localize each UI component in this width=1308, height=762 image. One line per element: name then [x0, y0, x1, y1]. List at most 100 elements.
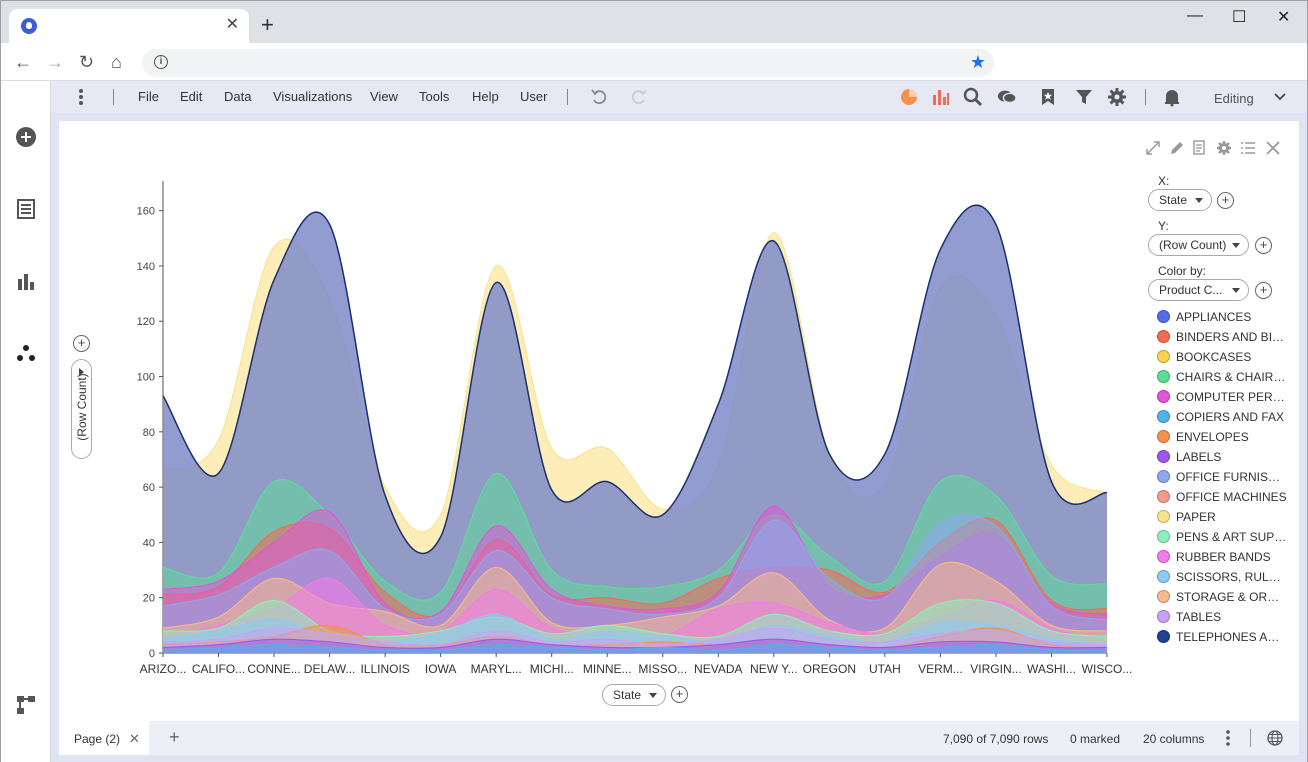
more-vertical-icon[interactable] — [78, 88, 84, 106]
expand-icon[interactable] — [1145, 140, 1161, 156]
menu-tools[interactable]: Tools — [419, 89, 450, 104]
y-tick-label: 20 — [143, 593, 155, 605]
x-tick-label: OREGON — [803, 662, 856, 676]
home-button[interactable]: ⌂ — [111, 52, 122, 72]
legend-swatch — [1157, 530, 1170, 543]
y-tick-label: 100 — [137, 372, 155, 384]
add-icon[interactable] — [15, 126, 37, 148]
browser-tab[interactable]: ✕ — [9, 9, 249, 43]
legend-label: COMPUTER PERIPHERALS — [1176, 390, 1288, 404]
address-bar[interactable]: i ★ — [142, 49, 994, 77]
filter-icon[interactable] — [1074, 87, 1094, 107]
notes-icon[interactable] — [1192, 140, 1208, 156]
bookmark-star-icon[interactable]: ★ — [969, 52, 986, 72]
legend-swatch — [1157, 550, 1170, 563]
pie-chart-icon[interactable] — [899, 87, 919, 107]
legend-label: COPIERS AND FAX — [1176, 410, 1285, 424]
page-tab[interactable]: Page (2) ✕ — [59, 721, 149, 755]
notifications-bell-icon[interactable] — [1162, 87, 1182, 107]
minimize-button[interactable]: — — [1187, 7, 1203, 24]
mode-select[interactable]: Editing — [1197, 85, 1300, 109]
menu-view[interactable]: View — [370, 89, 398, 104]
new-tab-button[interactable]: + — [261, 12, 274, 37]
separator — [1145, 89, 1146, 105]
globe-icon[interactable] — [1267, 730, 1283, 746]
add-color-button[interactable]: + — [1255, 282, 1272, 299]
caret-down-icon — [1232, 243, 1240, 248]
bookmark-icon[interactable] — [1038, 87, 1058, 107]
menu-visualizations[interactable]: Visualizations — [273, 89, 353, 104]
mode-select-label: Editing — [1214, 91, 1254, 106]
add-page-button[interactable]: + — [169, 727, 180, 747]
close-panel-icon[interactable] — [1265, 140, 1281, 156]
caret-down-icon — [649, 693, 657, 698]
add-y-axis-button[interactable]: + — [73, 335, 90, 352]
menu-bar: File Edit Data Visualizations View Tools… — [51, 81, 1307, 113]
undo-icon[interactable] — [589, 87, 609, 107]
color-config-value: Product C... — [1159, 283, 1223, 297]
x-config-select[interactable]: State — [1148, 189, 1212, 211]
legend-label: STORAGE & ORGANIZATION — [1176, 590, 1288, 604]
legend-swatch — [1157, 310, 1170, 323]
x-tick-label: VIRGIN... — [970, 662, 1021, 676]
list-icon[interactable] — [1240, 140, 1256, 156]
page-tab-close-icon[interactable]: ✕ — [129, 731, 140, 746]
panel-settings-icon[interactable] — [1216, 140, 1232, 156]
legend-label: TELEPHONES AND COMMUNICATION — [1176, 630, 1288, 644]
columns-status: 20 columns — [1143, 732, 1205, 746]
status-more-icon[interactable] — [1225, 730, 1231, 746]
search-icon[interactable] — [963, 87, 983, 107]
caret-right-icon — [79, 368, 84, 376]
line-pens-art-supplies — [162, 599, 1108, 639]
comments-icon[interactable] — [997, 87, 1017, 107]
y-axis-selector[interactable]: (Row Count) — [71, 359, 92, 459]
legend-swatch — [1157, 390, 1170, 403]
bar-chart-color-icon[interactable] — [931, 87, 951, 107]
x-tick-label: WISCO... — [1082, 662, 1133, 676]
x-tick-label: MICHI... — [530, 662, 574, 676]
menu-help[interactable]: Help — [472, 89, 499, 104]
x-config-value: State — [1159, 193, 1188, 207]
tab-close-icon[interactable]: ✕ — [225, 16, 239, 33]
analytics-dots-icon[interactable] — [15, 342, 37, 364]
x-tick-label: CALIFO... — [192, 662, 245, 676]
reload-button[interactable]: ↻ — [79, 52, 95, 72]
marked-status: 0 marked — [1070, 732, 1121, 746]
add-y-button[interactable]: + — [1255, 237, 1272, 254]
maximize-button[interactable]: ☐ — [1232, 9, 1247, 26]
x-tick-label: VERM... — [918, 662, 963, 676]
color-config-select[interactable]: Product C... — [1148, 279, 1249, 301]
legend-label: CHAIRS & CHAIRMATS — [1176, 370, 1288, 384]
menu-file[interactable]: File — [138, 89, 159, 104]
line-telephones-and-communication — [162, 204, 1108, 555]
bar-chart-icon[interactable] — [15, 270, 37, 292]
add-x-axis-button[interactable]: + — [671, 686, 688, 703]
y-config-value: (Row Count) — [1159, 238, 1227, 252]
forward-button[interactable]: → — [46, 52, 64, 72]
caret-down-icon — [1232, 288, 1240, 293]
edit-pencil-icon[interactable] — [1169, 140, 1185, 156]
menu-data[interactable]: Data — [224, 89, 252, 104]
browser-navbar: ← → ↻ ⌂ i ★ — [1, 43, 1307, 81]
data-table-icon[interactable] — [15, 198, 37, 220]
legend-swatch — [1157, 410, 1170, 423]
back-button[interactable]: ← — [14, 52, 32, 72]
legend-swatch — [1157, 610, 1170, 623]
menu-edit[interactable]: Edit — [180, 89, 203, 104]
x-tick-label: MARYL... — [471, 662, 522, 676]
site-info-icon[interactable]: i — [154, 55, 168, 69]
redo-icon[interactable] — [629, 87, 649, 107]
menu-user[interactable]: User — [520, 89, 548, 104]
y-tick-label: 80 — [143, 427, 155, 439]
data-flow-icon[interactable] — [15, 694, 37, 716]
x-tick-label: UTAH — [869, 662, 901, 676]
line-tables — [162, 627, 1108, 646]
y-config-select[interactable]: (Row Count) — [1148, 234, 1249, 256]
x-axis-selector[interactable]: State — [602, 684, 666, 706]
legend-swatch — [1157, 590, 1170, 603]
add-x-button[interactable]: + — [1217, 192, 1234, 209]
close-window-button[interactable]: ✕ — [1277, 9, 1291, 26]
settings-gear-icon[interactable] — [1107, 87, 1127, 107]
